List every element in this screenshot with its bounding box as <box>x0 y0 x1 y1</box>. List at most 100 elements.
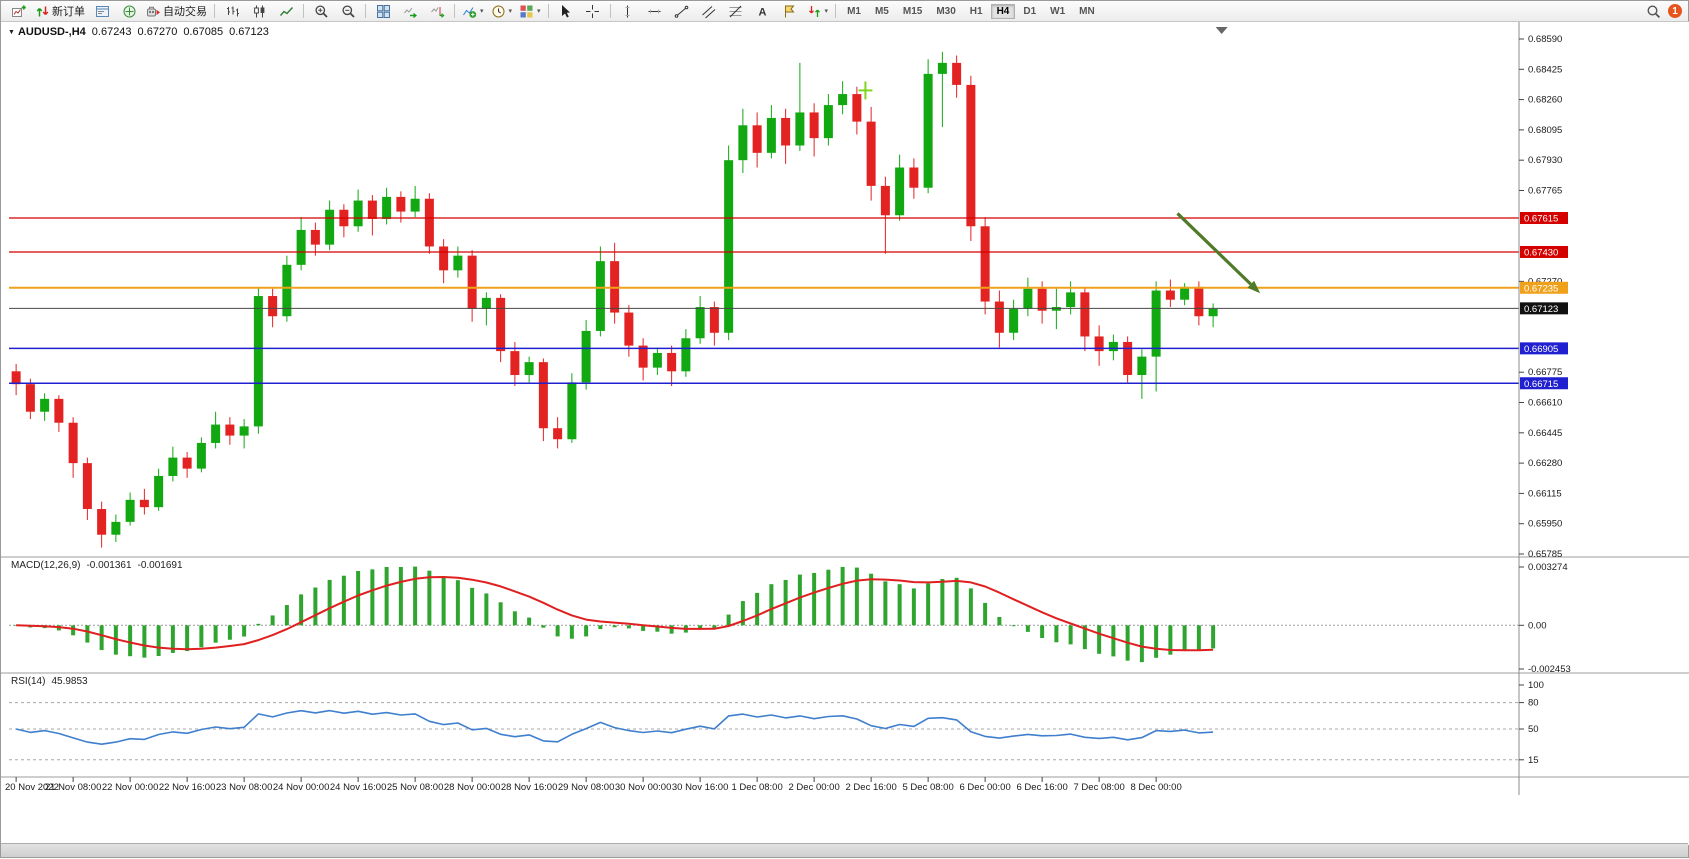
rsi-axis-tick: 80 <box>1528 698 1539 709</box>
candle <box>880 176 890 254</box>
toolbar-crosshair-button[interactable] <box>580 2 606 21</box>
candle <box>994 290 1004 348</box>
timeframe-h4-button[interactable]: H4 <box>990 3 1016 19</box>
candle <box>1165 279 1175 308</box>
tile-icon <box>376 4 391 19</box>
y-axis-tick: 0.66280 <box>1528 458 1562 469</box>
dropdown-caret-icon[interactable]: ▾ <box>508 8 513 15</box>
cross-marker-annotation[interactable] <box>858 81 873 100</box>
x-axis-label: 23 Nov 08:00 <box>216 782 273 793</box>
toolbar-auto-scroll-button[interactable] <box>397 2 423 21</box>
toolbar-separator <box>835 4 837 18</box>
candle <box>695 296 705 344</box>
toolbar-line-chart-mode-button[interactable] <box>273 2 299 21</box>
candle <box>353 189 363 232</box>
y-axis-tick: 0.66445 <box>1528 428 1562 439</box>
x-axis-label: 6 Dec 16:00 <box>1017 782 1068 793</box>
textA-icon: A <box>755 4 770 19</box>
market-watch-icon <box>95 4 110 19</box>
x-axis-label: 30 Nov 00:00 <box>615 782 672 793</box>
candle <box>923 59 933 194</box>
x-axis-label: 7 Dec 08:00 <box>1074 782 1125 793</box>
toolbar-zoom-out-button[interactable] <box>335 2 361 21</box>
timeframe-w1-button[interactable]: W1 <box>1050 5 1066 17</box>
x-axis-label: 25 Nov 08:00 <box>387 782 444 793</box>
toolbar-text-label-button[interactable] <box>777 2 803 21</box>
chart-shift-marker[interactable] <box>1215 27 1228 34</box>
dropdown-caret-icon[interactable]: ▾ <box>824 8 829 15</box>
candle <box>439 239 449 284</box>
candle <box>724 145 734 341</box>
toolbar-text-button[interactable]: A <box>750 2 776 21</box>
auto-scroll-icon <box>403 4 418 19</box>
rsi-name: RSI(14) <box>11 676 46 687</box>
x-axis-label: 28 Nov 00:00 <box>444 782 501 793</box>
toolbar-separator <box>365 4 366 18</box>
rsi-value: 45.9853 <box>51 676 88 687</box>
toolbar-market-watch-button[interactable] <box>89 2 115 21</box>
timeframe-m15-button[interactable]: M15 <box>902 5 923 17</box>
macd-panel[interactable] <box>9 558 1519 672</box>
candle <box>1051 288 1061 330</box>
toolbar-navigator-button[interactable] <box>116 2 142 21</box>
rsi-panel[interactable] <box>9 674 1519 776</box>
candle <box>396 191 406 223</box>
toolbar-trendline-button[interactable] <box>669 2 695 21</box>
timeframe-d1-button[interactable]: D1 <box>1023 5 1037 17</box>
timeframe-m1-button[interactable]: M1 <box>847 5 861 17</box>
toolbar-cursor-button[interactable] <box>553 2 579 21</box>
price-line-tag: 0.66905 <box>1520 342 1568 355</box>
macd-axis-tick: 0.003274 <box>1528 562 1568 573</box>
svg-text:0.66905: 0.66905 <box>1524 344 1558 355</box>
toolbar-indicators-list-button[interactable]: ▾ <box>459 2 487 21</box>
quick-trade-caret-icon[interactable]: ▼ <box>8 29 15 36</box>
trend-arrow-annotation[interactable] <box>1176 212 1261 294</box>
toolbar-vertical-line-button[interactable] <box>615 2 641 21</box>
timeframe-m5-button[interactable]: M5 <box>874 5 889 17</box>
candle <box>895 154 905 221</box>
x-axis-label: 22 Nov 00:00 <box>102 782 159 793</box>
toolbar-chart-shift-button[interactable] <box>424 2 450 21</box>
toolbar-periods-button[interactable]: ▾ <box>488 2 516 21</box>
svg-text:A: A <box>759 6 767 18</box>
y-axis-tick: 0.66775 <box>1528 367 1562 378</box>
y-axis-tick: 0.66610 <box>1528 398 1562 409</box>
y-axis-tick: 0.65950 <box>1528 519 1562 530</box>
timeframe-m30-button[interactable]: M30 <box>936 5 956 17</box>
candle <box>182 452 192 478</box>
dropdown-caret-icon[interactable]: ▾ <box>480 8 484 15</box>
fibo-icon <box>728 4 743 19</box>
toolbar-equidistant-channel-button[interactable] <box>696 2 722 21</box>
candle <box>82 457 92 521</box>
toolbar-tile-windows-button[interactable] <box>370 2 396 21</box>
toolbar-arrow-objects-button[interactable]: ▾ <box>804 2 832 21</box>
toolbar-autotrading-button[interactable]: 自动交易 <box>143 2 210 21</box>
timeframe-mn-button[interactable]: MN <box>1079 5 1095 17</box>
toolbar-new-chart-button[interactable] <box>5 2 31 21</box>
dropdown-caret-icon[interactable]: ▾ <box>537 8 541 15</box>
zoom-in-icon <box>314 4 329 19</box>
price-axis: 0.68590 0.68425 0.68260 0.68095 0.67930 0.677… <box>1519 34 1562 560</box>
candle <box>225 417 235 445</box>
toolbar-separator <box>214 4 215 18</box>
toolbar-fibonacci-retracement-button[interactable] <box>723 2 749 21</box>
candle <box>239 419 249 449</box>
y-axis-tick: 0.68095 <box>1528 125 1562 136</box>
toolbar-horizontal-line-button[interactable] <box>642 2 668 21</box>
toolbar-zoom-in-button[interactable] <box>308 2 334 21</box>
quote-open: 0.67243 <box>91 26 132 38</box>
search-icon[interactable] <box>1646 4 1661 19</box>
status-bar <box>1 843 1688 857</box>
timeframe-h1-button[interactable]: H1 <box>969 5 983 17</box>
toolbar-new-order-button[interactable]: 新订单 <box>32 2 88 21</box>
svg-text:0.66715: 0.66715 <box>1524 379 1558 390</box>
candle <box>253 286 263 434</box>
toolbar-templates-button[interactable]: ▾ <box>516 2 544 21</box>
notification-badge[interactable]: 1 <box>1668 4 1682 18</box>
navigator-icon <box>122 4 137 19</box>
chart-plot-area[interactable] <box>9 23 1519 557</box>
toolbar-bar-chart-mode-button[interactable] <box>219 2 245 21</box>
toolbar-candlestick-mode-button[interactable] <box>246 2 272 21</box>
